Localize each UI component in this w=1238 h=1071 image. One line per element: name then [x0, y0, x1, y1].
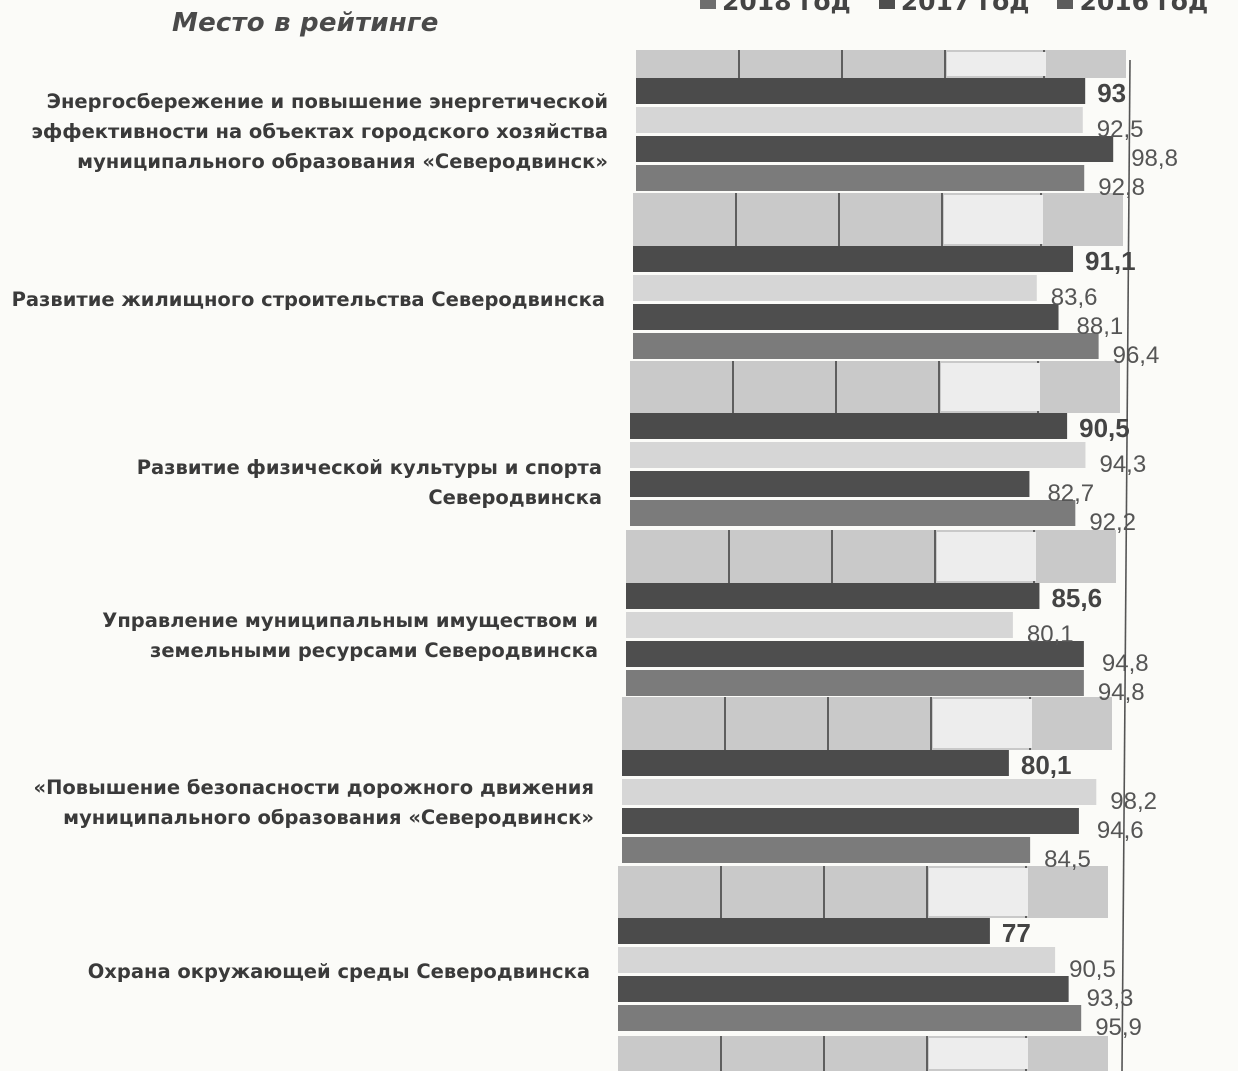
data-label-s2-c1: 88,1	[1077, 313, 1124, 340]
category-label-line: Энергосбережение и повышение энергетичес…	[46, 90, 608, 113]
category-label-line: Управление муниципальным имуществом и	[102, 609, 598, 632]
band-6	[618, 1036, 1108, 1071]
legend: 2018 год 2017 год 2016 год	[700, 0, 1208, 16]
legend-label-1: 2017 год	[900, 0, 1030, 16]
data-label-s2-c4: 94,6	[1097, 817, 1144, 844]
data-label-s1-c1: 83,6	[1051, 284, 1098, 311]
bar-s1-c1	[633, 275, 1037, 301]
legend-swatch-1	[878, 0, 895, 9]
data-label-s1-c0: 92,5	[1097, 116, 1144, 143]
data-label-s0-c1: 91,1	[1085, 246, 1136, 276]
bar-s3-c5	[618, 1005, 1082, 1031]
category-label: «Повышение безопасности дорожного движен…	[0, 773, 594, 833]
data-label-s1-c5: 90,5	[1069, 956, 1116, 983]
bar-s2-c1	[633, 304, 1059, 330]
category-label: Управление муниципальным имуществом и зем…	[0, 606, 598, 666]
data-label-s2-c2: 82,7	[1047, 480, 1094, 507]
bar-s1-c2	[630, 442, 1086, 468]
legend-item-1: 2017 год	[878, 0, 1030, 16]
legend-swatch-0	[700, 0, 716, 9]
band-cell	[929, 1038, 1028, 1069]
category-label-line: муниципального образования «Северодвинск…	[77, 150, 608, 173]
data-label-s0-c4: 80,1	[1021, 750, 1072, 780]
band-3	[626, 530, 1116, 583]
band-2	[630, 361, 1120, 413]
data-label-s3-c2: 92,2	[1089, 509, 1136, 536]
data-label-s0-c5: 77	[1002, 918, 1031, 948]
bar-s1-c0	[636, 107, 1083, 133]
legend-item-0: 2018 год	[700, 0, 851, 16]
category-label: Развитие жилищного строительства Северод…	[0, 285, 605, 315]
bar-s2-c3	[626, 641, 1084, 667]
band-cell	[941, 363, 1040, 411]
legend-swatch-2	[1057, 0, 1074, 9]
band-cell	[929, 868, 1028, 916]
data-label-s2-c5: 93,3	[1087, 985, 1134, 1012]
category-label: Развитие физической культуры и спорта Се…	[0, 453, 602, 513]
data-label-s0-c2: 90,5	[1079, 413, 1130, 443]
data-label-s2-c3: 94,8	[1102, 650, 1149, 677]
bar-s3-c4	[622, 837, 1031, 863]
data-label-s3-c4: 84,5	[1044, 846, 1091, 873]
category-label-line: «Повышение безопасности дорожного движен…	[33, 776, 594, 799]
bar-s1-c3	[626, 612, 1013, 638]
bar-s2-c4	[622, 808, 1079, 834]
bar-s1-c4	[622, 779, 1097, 805]
data-label-s3-c5: 95,9	[1095, 1014, 1142, 1041]
band-cell	[937, 532, 1036, 581]
legend-label-0: 2018 год	[722, 0, 851, 16]
band-4	[622, 697, 1112, 750]
data-label-s1-c2: 94,3	[1099, 451, 1146, 478]
bar-s1-c5	[618, 947, 1056, 973]
bar-s3-c0	[636, 165, 1085, 191]
bar-s0-c1	[633, 246, 1074, 272]
bar-s2-c2	[630, 471, 1030, 497]
category-label-line: Охрана окружающей среды Северодвинска	[87, 960, 590, 983]
data-label-s3-c3: 94,8	[1098, 679, 1145, 706]
band-cell	[933, 699, 1032, 748]
category-label: Энергосбережение и повышение энергетичес…	[0, 87, 608, 177]
band-1	[633, 193, 1123, 246]
bar-s3-c1	[633, 333, 1099, 359]
category-label: Охрана окружающей среды Северодвинска	[0, 957, 590, 987]
category-label-line: муниципального образования «Северодвинск…	[63, 806, 594, 829]
band-cell	[947, 52, 1046, 76]
legend-label-2: 2016 год	[1079, 0, 1209, 16]
data-label-s2-c0: 98,8	[1131, 145, 1178, 172]
data-label-s3-c0: 92,8	[1098, 174, 1145, 201]
band-cell	[944, 195, 1043, 244]
band-0	[636, 50, 1126, 78]
band-5	[618, 866, 1108, 918]
data-label-s0-c3: 85,6	[1051, 583, 1102, 613]
category-label-line: эффективности на объектах городского хоз…	[31, 120, 608, 143]
bar-s0-c0	[636, 78, 1086, 104]
bar-s0-c4	[622, 750, 1009, 776]
legend-item-2: 2016 год	[1057, 0, 1208, 16]
right-axis-line	[1121, 59, 1131, 1071]
data-label-s1-c3: 80,1	[1027, 621, 1074, 648]
bar-s0-c2	[630, 413, 1068, 439]
bar-s0-c5	[618, 918, 990, 944]
category-label-line: Развитие физической культуры и спорта Се…	[136, 456, 602, 509]
bar-s3-c2	[630, 500, 1076, 526]
data-label-s3-c1: 96,4	[1113, 342, 1160, 369]
data-label-s1-c4: 98,2	[1110, 788, 1157, 815]
bar-s3-c3	[626, 670, 1084, 696]
bar-s0-c3	[626, 583, 1040, 609]
bar-s2-c0	[636, 136, 1114, 162]
chart-title: Место в рейтинге	[172, 8, 439, 38]
category-label-line: Развитие жилищного строительства Северод…	[11, 288, 605, 311]
data-label-s0-c0: 93	[1097, 78, 1126, 108]
bar-s2-c5	[618, 976, 1069, 1002]
category-label-line: земельными ресурсами Северодвинска	[150, 639, 598, 662]
